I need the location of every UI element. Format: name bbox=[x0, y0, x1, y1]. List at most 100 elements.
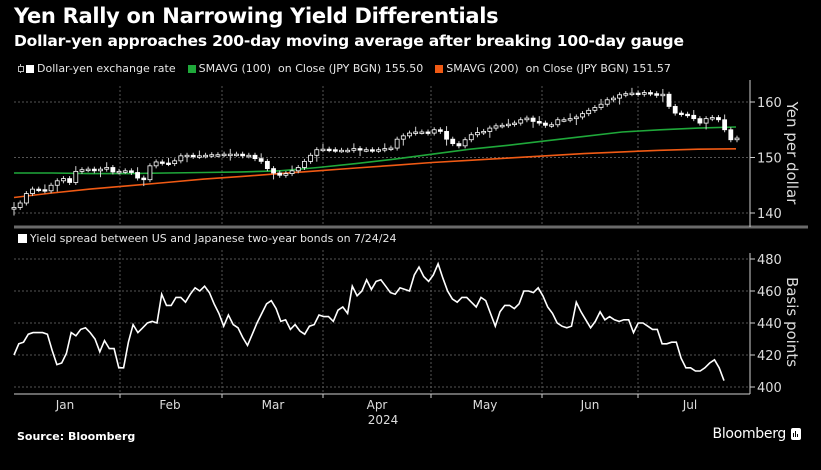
spread-series bbox=[13, 261, 725, 381]
candle-body bbox=[203, 154, 208, 158]
candle-body bbox=[246, 154, 252, 158]
price-candle bbox=[678, 110, 684, 117]
candle-body bbox=[716, 117, 721, 121]
price-candle bbox=[703, 116, 709, 130]
price-candle bbox=[302, 158, 307, 170]
price-candle bbox=[536, 116, 542, 126]
price-candle bbox=[258, 153, 264, 164]
candle-body bbox=[598, 103, 604, 108]
candle-body bbox=[326, 148, 332, 152]
candle-body bbox=[234, 153, 239, 157]
legend-label-sma100: SMAVG (100) on Close (JPY BGN) 155.50 bbox=[198, 62, 424, 75]
price-candle bbox=[370, 147, 375, 153]
candle-body bbox=[413, 131, 419, 134]
price-candle bbox=[592, 105, 598, 113]
candle-body bbox=[308, 154, 314, 162]
candle-body bbox=[437, 129, 443, 132]
price-candle bbox=[252, 152, 258, 162]
candle-body bbox=[240, 153, 246, 157]
candle-body bbox=[178, 155, 184, 162]
price-candle bbox=[425, 129, 431, 136]
price-candle bbox=[283, 171, 289, 178]
spread-y-axis-title: Basis points bbox=[783, 277, 801, 367]
price-candle bbox=[104, 162, 110, 172]
candle-body bbox=[660, 93, 666, 97]
candle-body bbox=[728, 129, 734, 141]
x-month-label: May bbox=[473, 398, 498, 412]
price-candle bbox=[91, 166, 97, 174]
price-candle bbox=[178, 153, 184, 164]
price-candle bbox=[73, 166, 79, 185]
price-candle bbox=[728, 127, 734, 143]
candle-body bbox=[487, 127, 493, 132]
price-candle bbox=[586, 107, 592, 117]
candle-body bbox=[505, 123, 511, 127]
price-candle bbox=[499, 122, 505, 129]
price-candle bbox=[48, 182, 54, 194]
price-candle bbox=[407, 130, 412, 139]
candle-body bbox=[190, 154, 196, 158]
candle-body bbox=[116, 170, 122, 174]
price-candle bbox=[17, 200, 23, 210]
candle-body bbox=[530, 117, 536, 122]
price-candle bbox=[332, 147, 338, 153]
price-candle bbox=[116, 168, 122, 175]
price-candle bbox=[209, 152, 215, 158]
candle-body bbox=[351, 148, 357, 151]
spread-y-tick-label: 440 bbox=[757, 317, 782, 332]
price-candle bbox=[493, 123, 499, 131]
price-y-axis-title: Yen per dollar bbox=[783, 101, 801, 206]
price-candle bbox=[487, 125, 493, 138]
price-candle bbox=[339, 147, 344, 153]
candle-body bbox=[135, 172, 140, 179]
x-month-label: Feb bbox=[159, 398, 180, 412]
candle-body bbox=[314, 149, 320, 156]
candle-body bbox=[481, 131, 487, 134]
candle-body bbox=[85, 168, 91, 172]
candle-body bbox=[141, 177, 147, 181]
candle-body bbox=[67, 178, 73, 183]
legend-swatch-spread bbox=[18, 234, 27, 243]
candle-body bbox=[264, 160, 270, 169]
price-candle bbox=[196, 150, 202, 159]
price-candle bbox=[722, 114, 728, 133]
candle-body bbox=[184, 154, 190, 158]
candle-body bbox=[129, 170, 134, 173]
candle-body bbox=[23, 193, 29, 204]
price-candle bbox=[437, 127, 443, 134]
price-candle bbox=[660, 88, 666, 102]
candle-body bbox=[252, 154, 258, 160]
price-candle bbox=[604, 97, 610, 107]
price-candle bbox=[654, 91, 660, 98]
candle-body bbox=[345, 149, 351, 153]
candle-body bbox=[468, 134, 474, 141]
candle-body bbox=[91, 168, 97, 172]
candle-body bbox=[450, 138, 456, 145]
price-candle bbox=[351, 143, 357, 153]
price-candle bbox=[227, 148, 233, 161]
price-candle bbox=[320, 143, 326, 153]
candle-body bbox=[524, 117, 530, 121]
price-candle bbox=[666, 91, 672, 109]
price-candle bbox=[240, 151, 246, 159]
price-candle bbox=[314, 147, 320, 162]
candle-body bbox=[370, 149, 375, 152]
price-candle bbox=[518, 117, 524, 126]
candle-body bbox=[617, 94, 622, 99]
price-candle bbox=[530, 115, 536, 128]
brand-name: Bloomberg bbox=[712, 426, 787, 442]
x-year-label: 2024 bbox=[368, 413, 399, 427]
price-candle bbox=[648, 90, 653, 97]
price-candle bbox=[30, 186, 35, 197]
candle-body bbox=[456, 143, 462, 147]
candle-body bbox=[357, 148, 363, 151]
spread-grid bbox=[14, 250, 750, 393]
price-grid bbox=[14, 86, 750, 226]
candle-body bbox=[79, 169, 85, 172]
price-candle bbox=[716, 115, 721, 123]
candle-body bbox=[425, 131, 431, 134]
candle-body bbox=[592, 107, 598, 111]
price-candle bbox=[709, 115, 715, 122]
candle-body bbox=[159, 161, 165, 164]
price-candle bbox=[184, 152, 190, 163]
